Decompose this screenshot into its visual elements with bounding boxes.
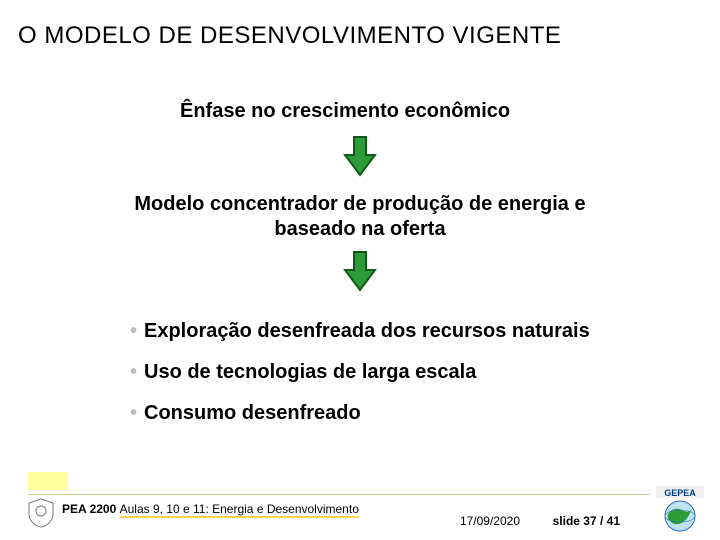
bullet-text-1: Exploração desenfreada dos recursos natu…: [144, 320, 590, 342]
course-title: Aulas 9, 10 e 11: Energia e Desenvolvime…: [120, 502, 359, 516]
arrow-down-2: [343, 250, 377, 297]
list-item: Consumo desenfreado: [130, 402, 670, 425]
model-description-l2: baseado na oferta: [0, 217, 720, 242]
model-description: Modelo concentrador de produção de energ…: [0, 192, 720, 242]
globe-icon: GEPEA: [656, 486, 704, 534]
slide-number: slide 37 / 41: [553, 514, 620, 528]
footer: PEA 2200 Aulas 9, 10 e 11: Energia e Des…: [0, 472, 720, 540]
page-title: O MODELO DE DESENVOLVIMENTO VIGENTE: [18, 22, 561, 50]
shield-icon: [28, 498, 54, 528]
footer-date: 17/09/2020: [460, 514, 520, 528]
arrow-down-1: [343, 135, 377, 182]
university-emblem: [28, 498, 54, 528]
bullet-text-2: Uso de tecnologias de larga escala: [144, 361, 476, 383]
course-label: PEA 2200 Aulas 9, 10 e 11: Energia e Des…: [62, 502, 359, 516]
logo-text: GEPEA: [664, 488, 696, 498]
course-code: PEA 2200: [62, 502, 116, 516]
model-description-l1: Modelo concentrador de produção de energ…: [0, 192, 720, 217]
accent-bar: [28, 472, 68, 490]
footer-divider: [28, 494, 650, 495]
list-item: Uso de tecnologias de larga escala: [130, 361, 670, 384]
gepea-logo: GEPEA: [656, 486, 704, 534]
arrow-down-icon: [343, 250, 377, 292]
emphasis-line: Ênfase no crescimento econômico: [180, 100, 510, 123]
slide: O MODELO DE DESENVOLVIMENTO VIGENTE Ênfa…: [0, 0, 720, 540]
bullet-list: Exploração desenfreada dos recursos natu…: [130, 320, 670, 443]
list-item: Exploração desenfreada dos recursos natu…: [130, 320, 670, 343]
arrow-down-icon: [343, 135, 377, 177]
bullet-text-3: Consumo desenfreado: [144, 402, 361, 424]
